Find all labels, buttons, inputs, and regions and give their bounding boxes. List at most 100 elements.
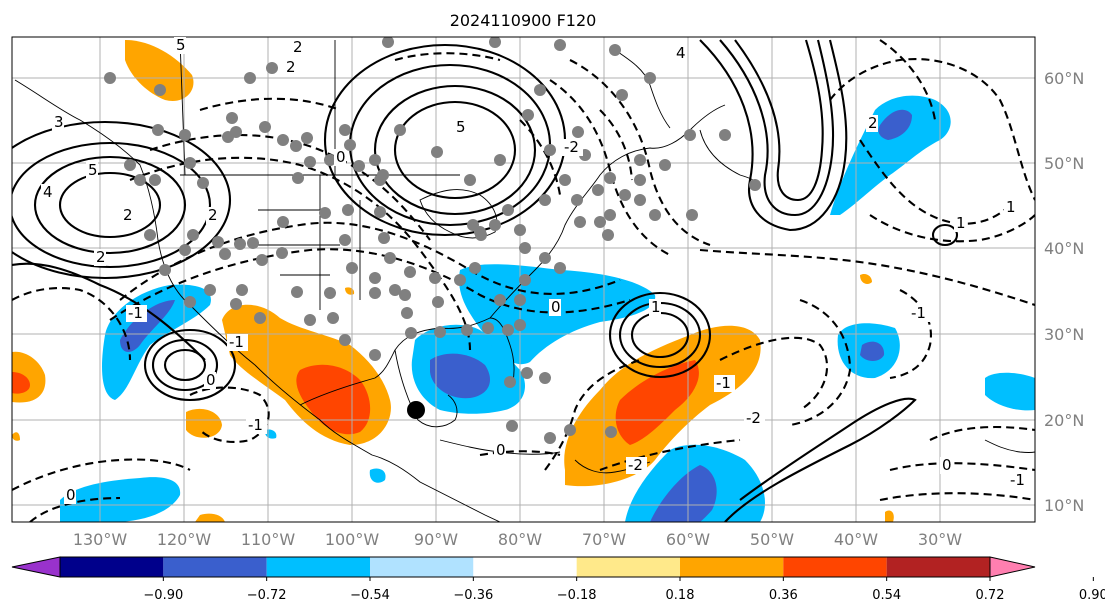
contour-label: 2 bbox=[286, 58, 296, 76]
station-marker bbox=[514, 319, 526, 331]
contour-label-bg bbox=[174, 37, 186, 54]
station-marker bbox=[179, 244, 191, 256]
contour-label: 5 bbox=[176, 36, 186, 54]
station-marker bbox=[144, 229, 156, 241]
colorbar-tick-label: 0.90 bbox=[1079, 588, 1105, 603]
station-marker bbox=[184, 296, 196, 308]
strong-negative-south-atlantic bbox=[650, 465, 717, 522]
station-marker bbox=[277, 216, 289, 228]
colorbar-segment bbox=[370, 557, 474, 577]
station-marker bbox=[609, 44, 621, 56]
contour-label: -2 bbox=[628, 456, 643, 474]
colorbar-extend-high bbox=[989, 556, 1036, 578]
station-marker bbox=[339, 124, 351, 136]
colorbar-segment bbox=[163, 557, 267, 577]
station-marker bbox=[374, 206, 386, 218]
colorbar-segment bbox=[473, 557, 577, 577]
strong-negative-baja bbox=[120, 300, 175, 352]
station-marker bbox=[514, 224, 526, 236]
station-marker bbox=[344, 139, 356, 151]
contour-label-bg bbox=[744, 410, 765, 427]
station-marker bbox=[353, 160, 365, 172]
station-marker bbox=[254, 312, 266, 324]
station-marker bbox=[219, 248, 231, 260]
station-marker bbox=[234, 238, 246, 250]
contour-label-bg bbox=[626, 457, 647, 474]
colorbar-segment bbox=[783, 557, 887, 577]
station-marker bbox=[277, 134, 289, 146]
contour-label: -1 bbox=[1010, 471, 1025, 489]
station-marker bbox=[369, 272, 381, 284]
station-marker bbox=[519, 242, 531, 254]
station-marker bbox=[346, 262, 358, 274]
contour-label: 1 bbox=[956, 214, 966, 232]
colorbar-tick-label: −0.18 bbox=[557, 588, 597, 603]
contour-label-bg bbox=[494, 442, 506, 459]
station-marker bbox=[749, 179, 761, 191]
positive-anomaly-northwest bbox=[125, 40, 194, 101]
station-marker bbox=[226, 112, 238, 124]
station-marker bbox=[230, 298, 242, 310]
station-marker bbox=[634, 174, 646, 186]
contour-label-bg bbox=[549, 299, 561, 316]
station-marker bbox=[342, 204, 354, 216]
station-marker bbox=[514, 294, 526, 306]
lon-label: 130°W bbox=[73, 530, 128, 549]
lon-label: 110°W bbox=[241, 530, 296, 549]
station-markers bbox=[104, 37, 761, 444]
station-marker bbox=[544, 144, 556, 156]
longitude-labels: 130°W 120°W 110°W 100°W 90°W 80°W 70°W 60°W 50°W… bbox=[73, 530, 962, 549]
contour-label: 0 bbox=[551, 298, 561, 316]
contour-label-bg bbox=[1004, 199, 1016, 216]
lon-label: 100°W bbox=[325, 530, 380, 549]
lon-label: 90°W bbox=[414, 530, 458, 549]
station-marker bbox=[339, 334, 351, 346]
station-marker bbox=[394, 124, 406, 136]
station-marker bbox=[152, 124, 164, 136]
station-marker bbox=[399, 289, 411, 301]
station-marker bbox=[659, 159, 671, 171]
station-marker bbox=[369, 349, 381, 361]
station-marker bbox=[539, 194, 551, 206]
contour-label-bg bbox=[940, 457, 952, 474]
lon-label: 40°W bbox=[834, 530, 878, 549]
contour-label-bg bbox=[94, 249, 106, 266]
station-marker bbox=[369, 154, 381, 166]
contour-label-bg bbox=[954, 215, 966, 232]
station-marker bbox=[382, 37, 394, 48]
lat-label: 40°N bbox=[1044, 239, 1084, 258]
station-marker bbox=[616, 89, 628, 101]
station-marker bbox=[619, 189, 631, 201]
station-marker bbox=[592, 184, 604, 196]
station-marker bbox=[405, 327, 417, 339]
negative-anomaly-north-atlantic bbox=[830, 95, 951, 215]
contour-label-bg bbox=[674, 45, 686, 62]
station-marker bbox=[519, 274, 531, 286]
station-marker bbox=[544, 432, 556, 444]
strong-negative-gulf bbox=[430, 353, 490, 399]
station-marker bbox=[522, 109, 534, 121]
contour-label: 0 bbox=[206, 371, 216, 389]
station-marker bbox=[502, 324, 514, 336]
contour-label: 3 bbox=[54, 113, 64, 131]
station-marker bbox=[369, 287, 381, 299]
station-marker bbox=[204, 284, 216, 296]
negative-anomaly-east bbox=[985, 372, 1035, 411]
colorbar-tick-label: −0.54 bbox=[350, 588, 390, 603]
lon-label: 30°W bbox=[918, 530, 962, 549]
station-marker bbox=[489, 219, 501, 231]
contour-label-bg bbox=[204, 372, 216, 389]
lon-label: 50°W bbox=[750, 530, 794, 549]
contour-label: 0 bbox=[66, 486, 76, 504]
contour-label: -1 bbox=[248, 416, 263, 434]
colorbar-tick-label: −0.90 bbox=[143, 588, 183, 603]
station-marker bbox=[324, 154, 336, 166]
contour-label-bg bbox=[1008, 472, 1029, 489]
station-marker bbox=[124, 159, 136, 171]
colorbar: −0.90 −0.72 −0.54 −0.36 −0.18 0.18 0.36 0.54 0.7… bbox=[11, 556, 1105, 603]
station-marker bbox=[104, 72, 116, 84]
station-marker bbox=[604, 209, 616, 221]
station-marker bbox=[230, 126, 242, 138]
contour-label-bg bbox=[227, 334, 248, 351]
